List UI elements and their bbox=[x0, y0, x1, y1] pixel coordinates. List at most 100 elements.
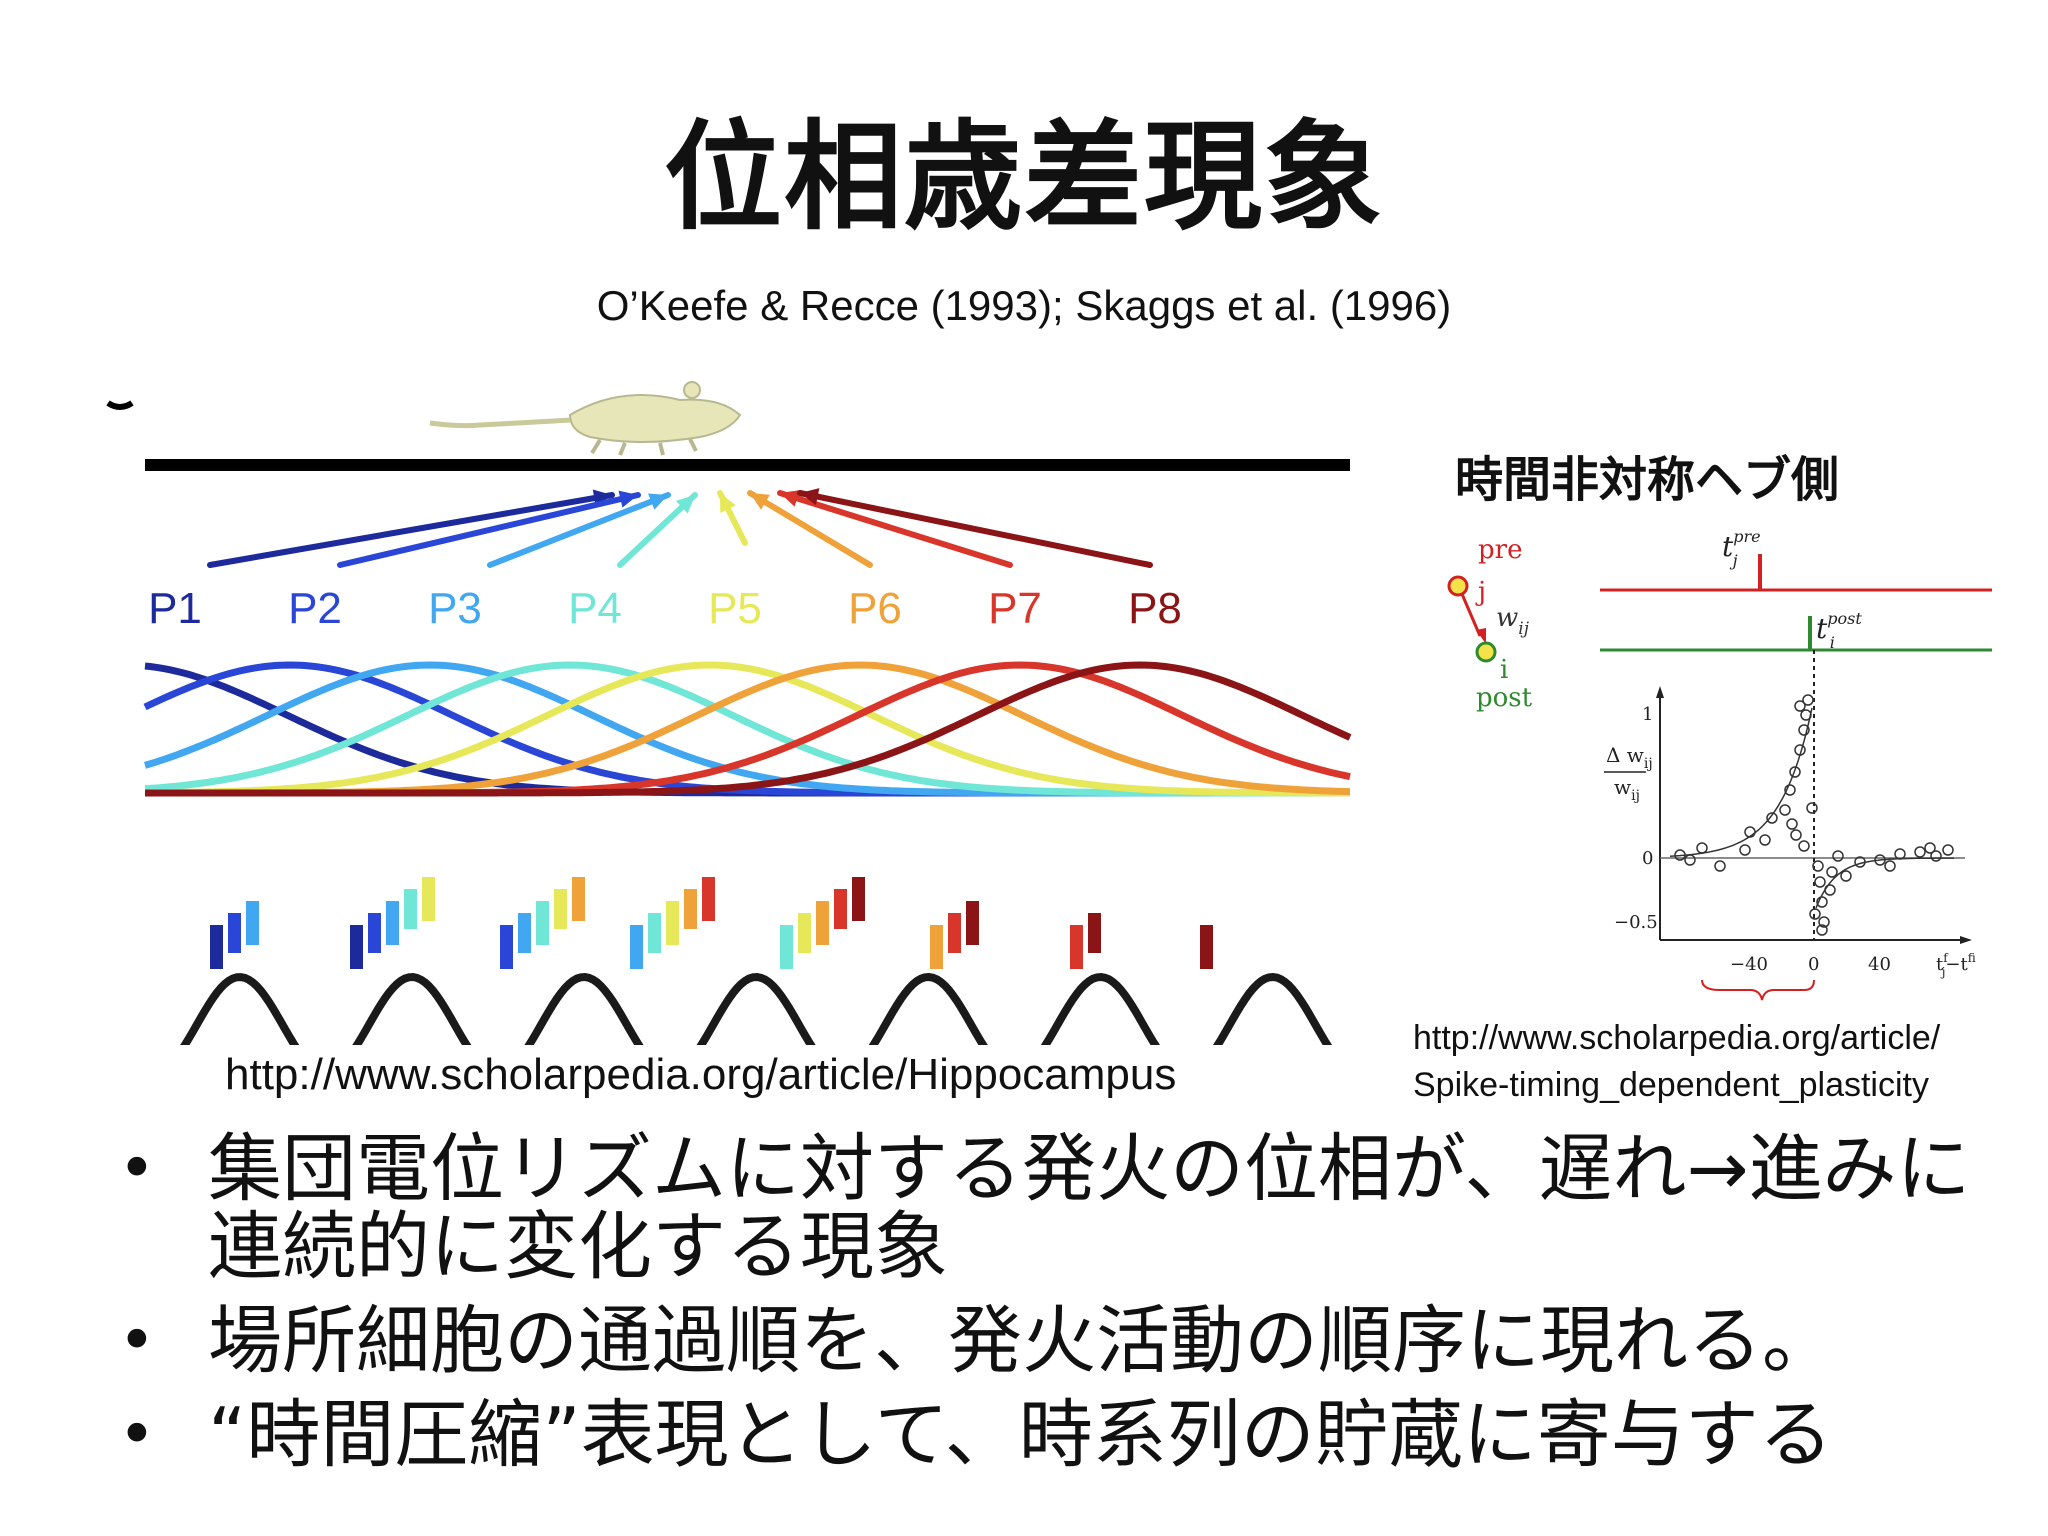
spike-bar bbox=[404, 889, 417, 929]
spike-bar bbox=[852, 877, 865, 921]
ytick-1: 1 bbox=[1642, 704, 1653, 725]
source-url-stdp-line2[interactable]: Spike-timing_dependent_plasticity bbox=[1413, 1066, 1929, 1104]
bullet-list: • 集団電位リズムに対する発火の位相が、遅れ→進みに連続的に変化する現象 • 場所細… bbox=[118, 1130, 1998, 1490]
stdp-point bbox=[1854, 856, 1866, 868]
stdp-point bbox=[1832, 850, 1844, 862]
stdp-point bbox=[1806, 802, 1818, 814]
spike-bar bbox=[554, 889, 567, 929]
stdp-point bbox=[1779, 804, 1791, 816]
bullet-dot-icon: • bbox=[118, 1132, 156, 1206]
spike-bar bbox=[798, 913, 811, 953]
source-url-stdp[interactable]: http://www.scholarpedia.org/article/ Spi… bbox=[1413, 1015, 1940, 1109]
arrowhead-5 bbox=[720, 493, 736, 513]
stdp-point bbox=[1840, 870, 1852, 882]
post-label: post bbox=[1476, 683, 1533, 713]
source-url-stdp-line1[interactable]: http://www.scholarpedia.org/article/ bbox=[1413, 1019, 1941, 1057]
ti-label: tpost i bbox=[1816, 609, 1862, 652]
spike-bar bbox=[518, 913, 531, 953]
spike-bar bbox=[228, 913, 241, 953]
spike-bar bbox=[966, 901, 979, 945]
ylabel-denominator: wij bbox=[1614, 775, 1640, 804]
bullet-dot-icon: • bbox=[118, 1398, 156, 1472]
arrowhead-6 bbox=[750, 493, 770, 510]
label-p7: P7 bbox=[988, 584, 1042, 633]
x-axis-label: tfj−tfi bbox=[1936, 951, 1976, 979]
spike-bar bbox=[1070, 925, 1083, 969]
stdp-data-points bbox=[1674, 694, 1954, 936]
bullet-item: • “時間圧縮”表現として、時系列の貯蔵に寄与する bbox=[118, 1396, 1998, 1474]
spike-bar bbox=[246, 901, 259, 945]
stdp-point bbox=[1766, 812, 1778, 824]
bullet-item: • 場所細胞の通過順を、発火活動の順序に現れる。 bbox=[118, 1302, 1998, 1380]
stdp-point bbox=[1874, 854, 1886, 866]
spike-bar bbox=[422, 877, 435, 921]
spike-bar bbox=[930, 925, 943, 969]
stdp-point bbox=[1786, 818, 1798, 830]
synapse-arrow bbox=[1460, 593, 1482, 637]
ylabel-numerator: Δ wij bbox=[1606, 743, 1653, 772]
stdp-point bbox=[1816, 924, 1828, 936]
arrow-7 bbox=[777, 490, 1013, 568]
tj-label: tpre j bbox=[1722, 527, 1761, 570]
spike-bar bbox=[1200, 925, 1213, 969]
place-field-8 bbox=[145, 661, 1352, 797]
spike-bar bbox=[536, 901, 549, 945]
citation: O’Keefe & Recce (1993); Skaggs et al. (1… bbox=[596, 282, 1452, 329]
arrow-1 bbox=[207, 492, 615, 568]
stdp-point bbox=[1914, 846, 1926, 858]
spike-bar bbox=[780, 925, 793, 969]
arrow-3 bbox=[487, 492, 671, 568]
stdp-point bbox=[1759, 834, 1771, 846]
stdp-point bbox=[1930, 850, 1942, 862]
stdp-point bbox=[1674, 849, 1686, 861]
stdp-point bbox=[1812, 860, 1824, 872]
label-p8: P8 bbox=[1128, 584, 1182, 633]
stdp-figure: pre j wij i post tpre j tpost i Δ wij wij … bbox=[1447, 527, 1992, 1001]
pre-label: pre bbox=[1478, 535, 1522, 565]
i-label: i bbox=[1500, 655, 1508, 685]
spike-bar bbox=[1088, 913, 1101, 953]
arrowhead-2 bbox=[618, 490, 638, 508]
spike-bar bbox=[630, 925, 643, 969]
spike-bar bbox=[834, 889, 847, 929]
stdp-point bbox=[1802, 694, 1814, 706]
source-url-hippocampus[interactable]: http://www.scholarpedia.org/article/Hipp… bbox=[225, 1050, 1177, 1099]
ytick-minus-0.5: −0.5 bbox=[1614, 912, 1658, 933]
arrowhead-7 bbox=[780, 490, 800, 507]
place-field-curves bbox=[143, 661, 1352, 797]
label-p4: P4 bbox=[568, 584, 622, 633]
stdp-point bbox=[1790, 829, 1802, 841]
stdp-point bbox=[1744, 826, 1756, 838]
spike-bar bbox=[210, 925, 223, 969]
spike-bar bbox=[702, 877, 715, 921]
stdp-plot: Δ wij wij 1 0 −0.5 −40 0 40 tfj−tfi bbox=[1604, 650, 1976, 1001]
spike-bar bbox=[948, 913, 961, 953]
stdp-point bbox=[1818, 916, 1830, 928]
stdp-point bbox=[1794, 744, 1806, 756]
arrow-8 bbox=[797, 490, 1153, 568]
stdp-point bbox=[1809, 908, 1821, 920]
stdp-point bbox=[1814, 876, 1826, 888]
spike-bar bbox=[500, 925, 513, 969]
stdp-point bbox=[1684, 854, 1696, 866]
spike-bar bbox=[368, 913, 381, 953]
fit-curve-ltp bbox=[1669, 707, 1813, 857]
spike-bar bbox=[816, 901, 829, 945]
xtick-minus-40: −40 bbox=[1730, 954, 1768, 975]
xtick-40: 40 bbox=[1868, 954, 1891, 975]
stdp-title: 時間非対称ヘブ側 bbox=[1455, 452, 1840, 508]
stdp-point bbox=[1824, 884, 1836, 896]
stdp-point bbox=[1816, 896, 1828, 908]
rat-icon bbox=[429, 381, 742, 456]
stdp-point bbox=[1884, 860, 1896, 872]
spike-bar bbox=[648, 913, 661, 953]
spike-bar bbox=[572, 877, 585, 921]
slide-title: 位相歳差現象 bbox=[663, 108, 1384, 246]
arrow-6 bbox=[747, 490, 873, 568]
track-bar bbox=[145, 459, 1350, 471]
phase-precession-figure: P1 P2 P3 P4 P5 P6 P7 P8 bbox=[106, 381, 1352, 1045]
stdp-point bbox=[1942, 844, 1954, 856]
stdp-point bbox=[1798, 840, 1810, 852]
post-neuron-icon bbox=[1475, 641, 1497, 663]
stdp-point bbox=[1800, 709, 1812, 721]
